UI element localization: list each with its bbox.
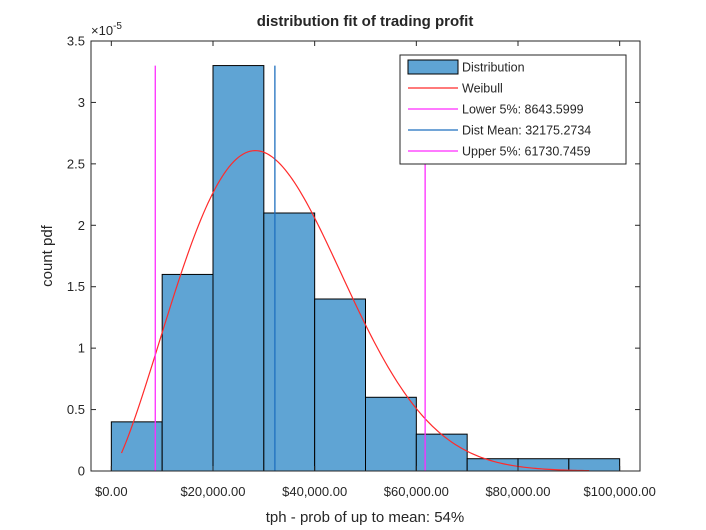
x-tick-label: $40,000.00 (282, 484, 347, 499)
y-tick-label: 3 (78, 95, 85, 110)
histogram-bars (110, 65, 621, 472)
y-tick-label: 0 (78, 464, 85, 479)
histogram-bar-6 (365, 396, 417, 472)
y-axis-label: count pdf (39, 224, 56, 287)
chart-title: distribution fit of trading profit (257, 13, 474, 30)
histogram-bar-4 (263, 212, 316, 472)
legend: Distribution Weibull Lower 5%: 8643.5999 Di… (399, 54, 627, 165)
y-exponent-power: -5 (113, 21, 122, 32)
legend-entry-label: Lower 5%: 8643.5999 (462, 103, 584, 117)
x-tick-label: $100,000.00 (584, 484, 656, 499)
legend-swatch-distribution (407, 59, 459, 75)
histogram-bar-2 (161, 273, 214, 472)
histogram-bar-7 (415, 433, 468, 472)
y-tick-label: 0.5 (67, 402, 85, 417)
weibull-curve (120, 149, 590, 472)
y-tick-label: 2.5 (67, 156, 85, 171)
histogram-bar-3 (212, 65, 265, 472)
x-axis-ticks: $0.00 $20,000.00 $40,000.00 $60,000.00 $80,0… (95, 41, 656, 499)
histogram-bar-1 (110, 421, 163, 472)
x-tick-label: $0.00 (95, 484, 128, 499)
y-tick-label: 3.5 (67, 34, 85, 49)
x-tick-label: $20,000.00 (180, 484, 245, 499)
y-tick-label: 2 (78, 218, 85, 233)
legend-entry-label: Weibull (462, 82, 503, 96)
y-exponent-label: ×10-5 (91, 21, 122, 38)
x-axis-label: tph - prob of up to mean: 54% (266, 509, 464, 526)
axes-box (90, 40, 641, 472)
legend-entry-label: Dist Mean: 32175.2734 (462, 124, 591, 138)
y-tick-label: 1 (78, 341, 85, 356)
legend-entry-label: Distribution (462, 61, 525, 75)
histogram-bar-5 (314, 298, 366, 472)
y-tick-label: 1.5 (67, 279, 85, 294)
histogram-bar-10 (568, 458, 621, 472)
y-exponent-base: ×10 (91, 23, 113, 38)
legend-entry-label: Upper 5%: 61730.7459 (462, 145, 591, 159)
x-tick-label: $80,000.00 (485, 484, 550, 499)
y-axis-ticks: 0 0.5 1 1.5 2 2.5 3 3.5 (67, 34, 640, 479)
x-tick-label: $60,000.00 (384, 484, 449, 499)
